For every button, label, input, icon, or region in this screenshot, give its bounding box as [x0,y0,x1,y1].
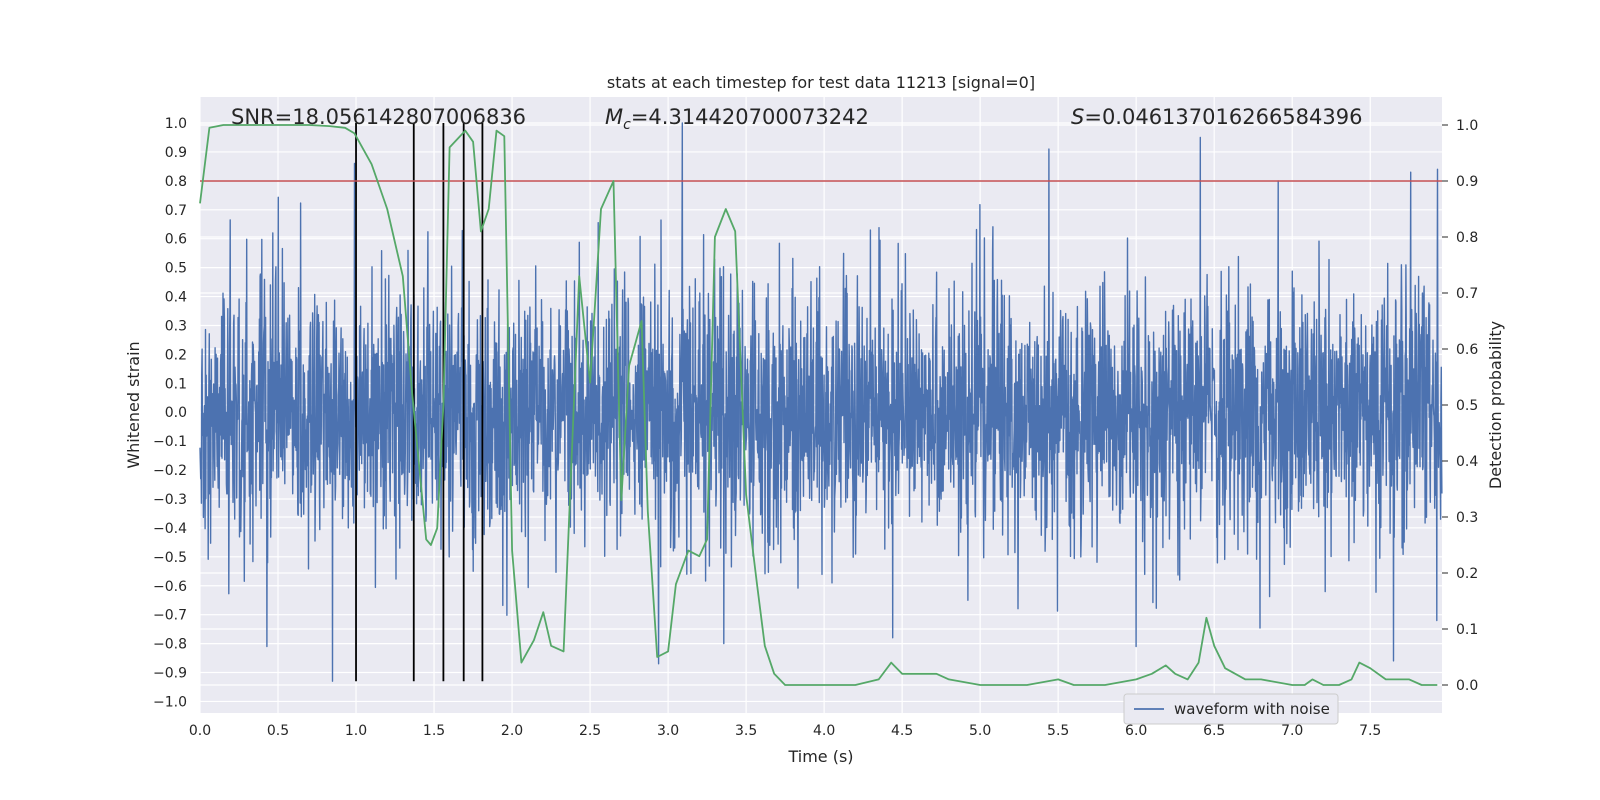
legend-label: waveform with noise [1174,700,1330,718]
y-tick-label-left: 0.5 [165,261,187,277]
x-tick-label: 6.5 [1203,723,1225,739]
legend-box [1123,693,1339,725]
s-symbol: S [1071,105,1084,129]
x-tick-label: 4.0 [813,723,835,739]
s-value: =0.046137016266584396 [1084,105,1362,129]
x-tick-label: 3.5 [735,723,757,739]
x-tick-label: 1.0 [345,723,367,739]
y-tick-label-left: −0.5 [153,550,187,566]
y-tick-label-right: 1.0 [1456,118,1478,134]
chirp-mass-value: =4.314420700073242 [631,105,869,129]
y-tick-label-left: 0.9 [165,145,187,161]
y-tick-label-left: 0.4 [165,290,187,306]
y-tick-label-left: 0.8 [165,174,187,190]
y-tick-label-right: 0.5 [1456,398,1478,414]
legend: waveform with noise [1123,693,1339,725]
y-tick-label-left: −0.1 [153,434,187,450]
x-tick-label: 0.0 [189,723,211,739]
x-tick-label: 2.5 [579,723,601,739]
snr-annotation: SNR=18.056142807006836 [231,105,526,129]
y-tick-label-left: −0.7 [153,608,187,624]
y-tick-label-left: 0.0 [165,405,187,421]
waveform-with-noise-line [199,122,1443,682]
y-tick-label-left: 1.0 [165,116,187,132]
chirp-mass-annotation: Mc=4.314420700073242 [605,105,869,133]
x-tick-label: 5.0 [969,723,991,739]
y-tick-label-right: 0.1 [1456,622,1478,638]
x-axis-label: Time (s) [787,747,853,766]
y-tick-label-left: −0.8 [153,637,187,653]
x-tick-label: 5.5 [1047,723,1069,739]
y-tick-label-right: 0.6 [1456,342,1478,358]
y-tick-label-right: 0.3 [1456,510,1478,526]
y-tick-label-left: 0.6 [165,232,187,248]
detection-probability-line [199,124,1438,686]
s-annotation: S=0.046137016266584396 [1071,105,1362,129]
y-tick-label-right: 0.0 [1456,678,1478,694]
x-tick-label: 6.0 [1125,723,1147,739]
y-tick-label-left: 0.1 [165,376,187,392]
y-tick-label-right: 0.2 [1456,566,1478,582]
y-tick-label-left: −0.6 [153,579,187,595]
y-tick-label-right: 0.8 [1456,230,1478,246]
chart-title: stats at each timestep for test data 112… [607,73,1035,92]
y-tick-label-right: 0.7 [1456,286,1478,302]
x-tick-label: 1.5 [423,723,445,739]
chirp-mass-symbol: M [605,105,623,129]
y-tick-label-left: −1.0 [153,694,187,710]
tick-layer: 0.0 0.5 1.0 1.5 2.0 2.5 3.0 3.5 4.0 4.5 5.0 5.5 6.0 6… [153,116,1478,739]
y-tick-label-left: 0.7 [165,203,187,219]
waveform-layer [199,122,1443,682]
x-tick-label: 4.5 [891,723,913,739]
x-tick-label: 2.0 [501,723,523,739]
y-axis-label-right: Detection probability [1486,321,1505,489]
y-tick-label-right: 0.4 [1456,454,1478,470]
y-tick-label-left: 0.3 [165,318,187,334]
y-tick-label-left: −0.3 [153,492,187,508]
y-tick-label-right: 0.9 [1456,174,1478,190]
y-tick-label-left: −0.2 [153,463,187,479]
y-tick-label-left: −0.4 [153,521,187,537]
x-tick-label: 0.5 [267,723,289,739]
y-axis-label-left: Whitened strain [124,341,143,468]
y-tick-label-left: 0.2 [165,347,187,363]
y-tick-label-left: −0.9 [153,666,187,682]
detection-probability-layer [199,124,1438,686]
x-tick-label: 3.0 [657,723,679,739]
x-tick-label: 7.0 [1281,723,1303,739]
chirp-mass-subscript: c [623,117,631,133]
x-tick-label: 7.5 [1359,723,1381,739]
